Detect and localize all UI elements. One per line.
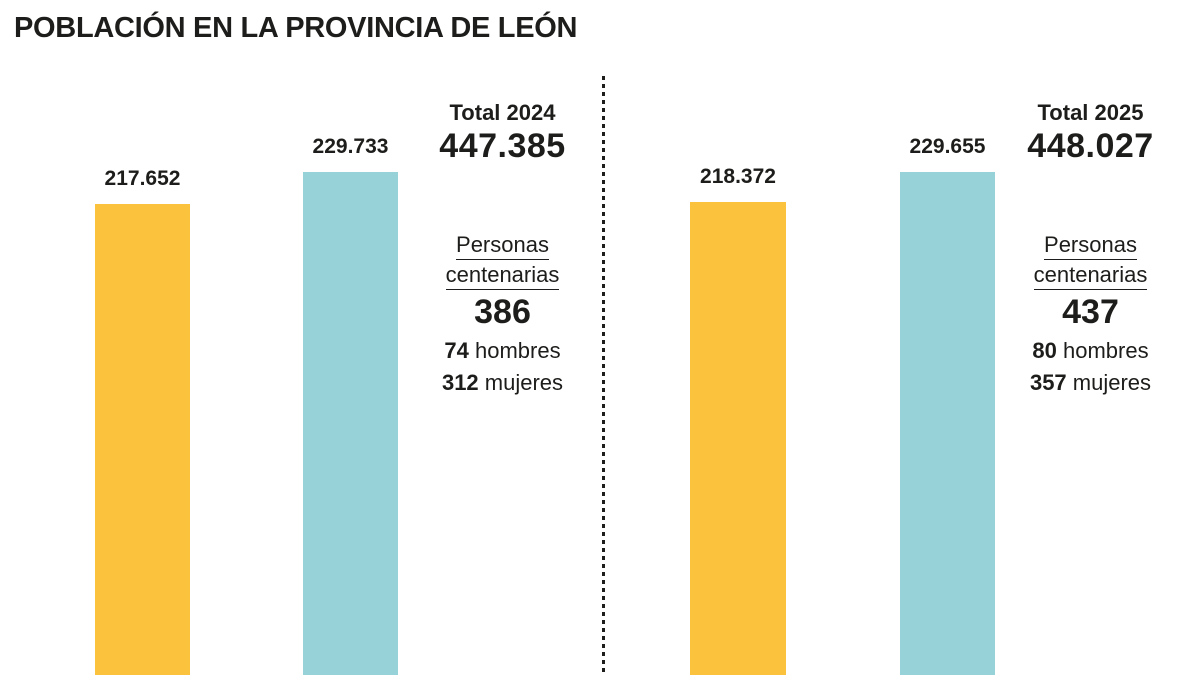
centenarians-women-label: mujeres bbox=[478, 370, 564, 395]
bar-value-label: 229.655 bbox=[909, 135, 986, 158]
centenarians-women-line: 357 mujeres bbox=[998, 370, 1183, 396]
centenarians-total: 437 bbox=[1062, 293, 1119, 331]
centenarians-women-label: mujeres bbox=[1066, 370, 1152, 395]
total-population-value: 447.385 bbox=[439, 127, 566, 165]
bar-value-label: 218.372 bbox=[700, 165, 776, 188]
vertical-dashed-divider bbox=[602, 76, 605, 675]
summary-2024: Total 2024 447.385 Personas centenarias … bbox=[410, 100, 595, 396]
bar-mujeres-2025: 229.655 bbox=[900, 135, 995, 675]
centenarians-heading: Personas centenarias bbox=[998, 230, 1183, 290]
bar-value-label: 217.652 bbox=[104, 167, 181, 190]
centenarians-total: 386 bbox=[474, 293, 531, 331]
bar-value-label: 229.733 bbox=[312, 135, 389, 158]
centenarians-women-line: 312 mujeres bbox=[410, 370, 595, 396]
total-year-label: Total 2024 bbox=[449, 100, 556, 125]
centenarians-men-label: hombres bbox=[468, 338, 561, 363]
page-title: POBLACIÓN EN LA PROVINCIA DE LEÓN bbox=[14, 12, 578, 44]
centenarians-heading-line1: Personas bbox=[456, 232, 549, 260]
bar-hombres-2024: 217.652 bbox=[95, 167, 190, 675]
centenarians-men-label: hombres bbox=[1056, 338, 1149, 363]
summary-2025: Total 2025 448.027 Personas centenarias … bbox=[998, 100, 1183, 396]
centenarians-heading: Personas centenarias bbox=[410, 230, 595, 290]
centenarians-men-value: 80 bbox=[1032, 338, 1057, 363]
centenarians-women-value: 357 bbox=[1029, 370, 1067, 395]
centenarians-men-line: 74 hombres bbox=[410, 338, 595, 364]
centenarians-women-value: 312 bbox=[441, 370, 479, 395]
centenarians-heading-line2: centenarias bbox=[1033, 262, 1148, 290]
total-population-value: 448.027 bbox=[1027, 127, 1154, 165]
centenarians-heading-line1: Personas bbox=[1044, 232, 1137, 260]
total-year-label: Total 2025 bbox=[1037, 100, 1144, 125]
centenarians-men-line: 80 hombres bbox=[998, 338, 1183, 364]
bar-mujeres-2024: 229.733 bbox=[303, 135, 398, 675]
centenarians-men-value: 74 bbox=[444, 338, 469, 363]
centenarians-heading-line2: centenarias bbox=[445, 262, 560, 290]
bar-hombres-2025: 218.372 bbox=[690, 165, 786, 675]
